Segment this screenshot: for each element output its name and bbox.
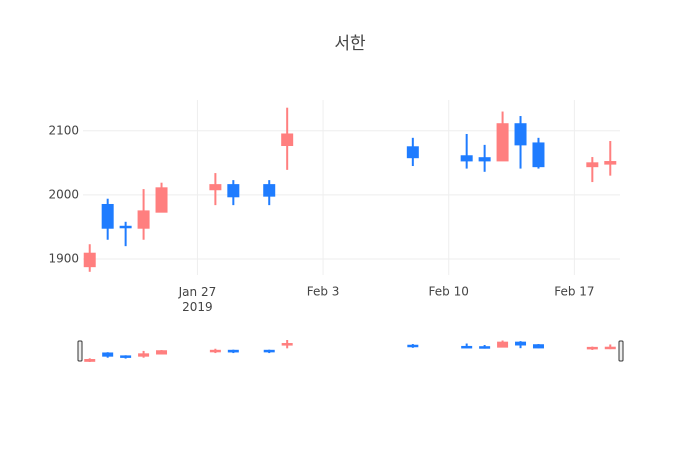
body: [119, 225, 132, 229]
slider-body: [461, 345, 473, 349]
body: [227, 184, 240, 198]
slider-body: [586, 346, 598, 350]
y-tick-label: 1900: [48, 251, 79, 265]
body: [532, 142, 545, 168]
slider-handle: [618, 340, 624, 362]
body: [604, 161, 617, 165]
slider-body: [227, 349, 239, 353]
body: [101, 203, 114, 229]
slider-handle: [77, 340, 83, 362]
body: [281, 133, 294, 147]
slider-body: [209, 349, 221, 353]
slider-body: [281, 343, 293, 346]
slider-body: [102, 352, 114, 357]
x-tick-label: Feb 3: [307, 285, 340, 299]
body: [406, 146, 419, 159]
x-tick-label: Feb 10: [429, 285, 469, 299]
slider-body: [120, 355, 132, 358]
body: [263, 184, 276, 197]
body: [496, 123, 509, 162]
y-tick-label: 2000: [48, 187, 79, 201]
slider-body: [263, 349, 275, 353]
slider-body: [84, 359, 96, 362]
slider-body: [479, 346, 491, 349]
slider-body: [532, 344, 544, 349]
x-tick-label: Feb 17: [554, 285, 594, 299]
slider-body: [604, 346, 616, 350]
slider-body: [497, 341, 509, 348]
body: [83, 252, 96, 268]
body: [514, 123, 527, 146]
x-tick-label: Jan 27 2019: [178, 285, 217, 314]
slider-body: [515, 341, 527, 346]
body: [209, 184, 222, 191]
slider-body: [407, 344, 419, 348]
body: [478, 157, 491, 162]
body: [586, 162, 599, 168]
body: [137, 210, 150, 229]
body: [155, 187, 168, 213]
chart-title: 서한: [334, 34, 366, 54]
range-slider: [80, 338, 623, 364]
y-tick-label: 2100: [48, 123, 79, 137]
body: [460, 155, 473, 162]
slider-body: [138, 353, 150, 357]
slider-body: [156, 350, 168, 355]
